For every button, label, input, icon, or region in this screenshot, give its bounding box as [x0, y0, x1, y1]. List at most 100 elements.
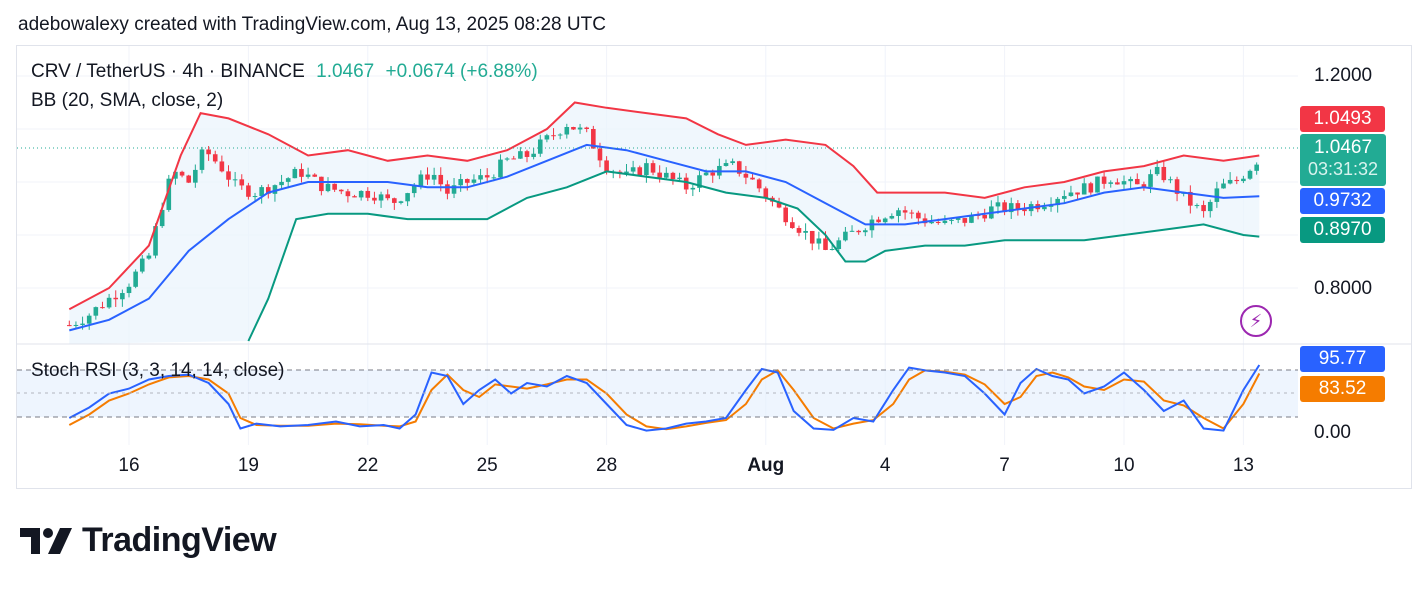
- bb-basis-tag: 0.9732: [1300, 188, 1385, 214]
- time-axis-label-6: 4: [879, 455, 891, 476]
- candle-173: [1214, 181, 1220, 208]
- candle-102: [743, 165, 749, 185]
- candle-171: [1201, 200, 1206, 218]
- legend-price: 1.0467: [316, 61, 375, 82]
- candle-74: [557, 133, 563, 140]
- candle-120: [863, 228, 868, 237]
- candle-75: [564, 123, 570, 139]
- bb-legend: BB (20, SMA, close, 2): [31, 90, 224, 111]
- flash-icon[interactable]: ⚡: [1240, 305, 1272, 337]
- candle-126: [902, 206, 908, 220]
- candle-11: [139, 255, 145, 274]
- candle-160: [1128, 176, 1133, 189]
- candle-77: [577, 123, 583, 134]
- candle-25: [232, 171, 238, 187]
- candle-88: [650, 160, 656, 176]
- candle-15: [166, 174, 172, 212]
- candle-38: [319, 176, 324, 196]
- candle-161: [1134, 173, 1140, 185]
- candle-133: [949, 219, 954, 225]
- candle-119: [856, 229, 861, 235]
- candle-143: [1015, 200, 1021, 216]
- bb-upper-tag: 1.0493: [1300, 106, 1385, 132]
- tradingview-logo-text: TradingView: [82, 521, 277, 559]
- candle-147: [1042, 202, 1047, 212]
- candle-124: [889, 213, 895, 220]
- candle-67: [511, 155, 517, 160]
- time-axis-label-5: Aug: [747, 455, 785, 476]
- candle-54: [425, 167, 430, 185]
- candle-89: [657, 165, 662, 183]
- candle-22: [212, 150, 218, 164]
- bb-lower-line: [247, 170, 1260, 342]
- candle-10: [133, 269, 138, 289]
- tradingview-logo: TradingView: [20, 521, 277, 560]
- candle-5: [100, 301, 105, 309]
- candle-85: [630, 160, 636, 175]
- time-axis-label-8: 10: [1113, 455, 1135, 476]
- candle-65: [498, 154, 503, 179]
- candle-105: [763, 186, 769, 202]
- candle-134: [955, 217, 961, 224]
- candle-153: [1081, 178, 1087, 195]
- candle-0: [67, 320, 72, 327]
- candle-71: [537, 134, 543, 157]
- candle-60: [465, 178, 470, 191]
- candle-18: [186, 174, 191, 184]
- candle-44: [358, 190, 364, 201]
- candle-7: [113, 290, 119, 307]
- candle-167: [1174, 176, 1180, 202]
- candle-156: [1101, 172, 1107, 189]
- candle-19: [193, 164, 198, 188]
- grid: [17, 46, 1298, 445]
- candle-39: [325, 177, 331, 193]
- candle-49: [392, 197, 397, 210]
- symbol-legend: CRV / TetherUS · 4h · BINANCE 1.0467 +0.…: [31, 61, 538, 83]
- candle-17: [179, 170, 185, 178]
- time-axis-label-0: 16: [118, 455, 140, 476]
- candle-117: [843, 226, 848, 242]
- candle-179: [1254, 162, 1259, 175]
- candle-95: [697, 171, 702, 193]
- candle-50: [398, 200, 404, 205]
- candle-23: [219, 155, 225, 173]
- candle-136: [969, 212, 974, 224]
- candle-90: [664, 167, 669, 180]
- candle-162: [1141, 181, 1147, 191]
- candle-165: [1161, 161, 1167, 183]
- candle-142: [1008, 197, 1014, 219]
- candle-112: [809, 230, 815, 251]
- candle-78: [584, 126, 589, 133]
- candle-151: [1068, 185, 1074, 197]
- candle-100: [730, 158, 735, 166]
- candle-170: [1194, 203, 1200, 209]
- last-price-tag: 1.0467 03:31:32: [1300, 134, 1386, 186]
- candle-31: [272, 184, 278, 202]
- candle-122: [876, 216, 881, 223]
- candle-40: [332, 183, 337, 192]
- chart-frame: [16, 45, 1412, 489]
- candle-130: [929, 215, 934, 225]
- candle-68: [518, 147, 523, 159]
- candle-6: [106, 293, 112, 309]
- candle-135: [962, 218, 968, 227]
- candle-73: [551, 128, 556, 140]
- candle-45: [365, 187, 371, 202]
- candle-29: [259, 184, 264, 204]
- candle-154: [1088, 181, 1094, 195]
- candle-127: [909, 209, 915, 219]
- time-axis-label-1: 19: [237, 455, 259, 476]
- stoch-k-line: [68, 364, 1261, 432]
- candle-125: [896, 207, 901, 223]
- candle-93: [683, 173, 689, 194]
- legend-change: +0.0674 (+6.88%): [385, 61, 538, 82]
- candle-91: [670, 171, 676, 185]
- candle-172: [1207, 199, 1213, 218]
- candle-42: [345, 188, 351, 203]
- candle-70: [531, 147, 536, 160]
- time-axis-label-3: 25: [476, 455, 498, 476]
- candle-109: [790, 217, 795, 229]
- candle-157: [1108, 180, 1114, 188]
- stoch-legend: Stoch RSI (3, 3, 14, 14, close): [31, 360, 285, 381]
